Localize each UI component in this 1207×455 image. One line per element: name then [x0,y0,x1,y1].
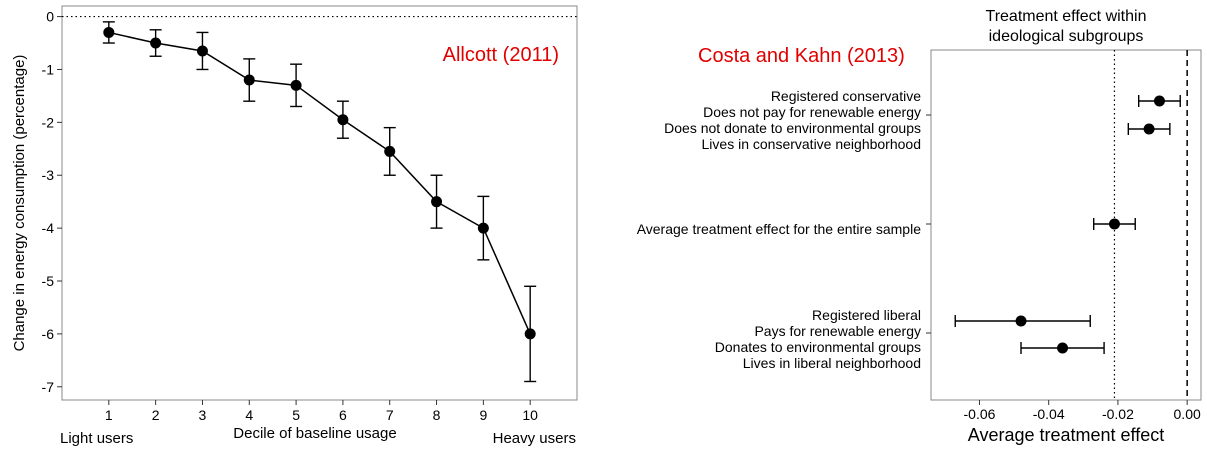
left-x-tick-label: 4 [245,407,253,423]
left-data-point [384,145,396,157]
right-data-point [1057,342,1069,354]
left-data-point [524,328,536,340]
left-data-point [196,45,208,57]
left-x-tick-label: 6 [339,407,347,423]
right-data-point [1108,218,1120,230]
costa-kahn-annotation: Costa and Kahn (2013) [698,45,905,67]
right-data-point [1015,315,1027,327]
right-x-axis-title: Average treatment effect [968,425,1164,445]
group-label: Lives in conservative neighborhood [702,136,921,152]
left-x-tick-label: 5 [292,407,300,423]
group-label: Does not donate to environmental groups [664,120,921,136]
left-data-point [431,196,443,208]
left-data-point [290,79,302,91]
left-y-tick-label: 0 [46,9,54,25]
costa-kahn-chart: Treatment effect within ideological subg… [637,8,1202,445]
left-x-tick-label: 10 [522,407,538,423]
right-x-tick-label: -0.06 [964,406,996,422]
left-x-tick-label: 8 [433,407,441,423]
allcott-chart: 0 -1 -2 -3 -4 -5 -6 -7 1 2 3 4 5 6 7 8 9 10 Allcott (201… [11,5,578,447]
left-y-tick-label: -7 [42,379,55,395]
left-y-tick-label: -2 [42,114,55,130]
group-label: Lives in liberal neighborhood [743,355,921,371]
right-chart-title-line-1: Treatment effect within [986,8,1147,25]
right-x-tick-label: 0.00 [1174,406,1201,422]
left-x-axis: 1 2 3 4 5 6 7 8 9 10 [105,400,538,423]
left-data-point [150,37,162,49]
left-x-tick-label: 7 [386,407,394,423]
group-label: Donates to environmental groups [715,339,921,355]
left-y-tick-label: -5 [42,273,55,289]
left-y-tick-label: -3 [42,167,55,183]
right-x-tick-label: -0.04 [1033,406,1065,422]
left-y-axis: 0 -1 -2 -3 -4 -5 -6 -7 [42,9,62,395]
right-plot-frame [930,49,1202,401]
left-x-tick-label: 1 [105,407,113,423]
right-x-axis: -0.06 -0.04 -0.02 0.00 [964,400,1201,422]
heavy-users-note: Heavy users [493,430,576,447]
group-label: Pays for renewable energy [754,323,921,339]
left-y-axis-title: Change in energy consumption (percentage… [11,55,28,352]
right-chart-title-line-2: ideological subgroups [989,28,1144,45]
right-group: Average treatment effect for the entire … [637,218,1136,237]
left-x-tick-label: 3 [199,407,207,423]
left-series-line [108,31,531,335]
group-label: Registered liberal [812,307,921,323]
right-data-point [1153,95,1165,107]
right-x-tick-label: -0.02 [1102,406,1134,422]
left-data-point [477,222,489,234]
left-y-tick-label: -4 [42,220,55,236]
allcott-annotation: Allcott (2011) [443,44,559,66]
left-y-tick-label: -6 [42,326,55,342]
group-label: Registered conservative [771,88,921,104]
group-label: Average treatment effect for the entire … [637,221,922,237]
right-data-point [1143,123,1155,135]
left-data-point [103,26,115,38]
group-label: Does not pay for renewable energy [703,104,921,120]
left-data-point [243,74,255,86]
left-y-tick-label: -1 [42,61,55,77]
left-x-tick-label: 9 [479,407,487,423]
left-plot-frame [61,5,578,401]
left-x-axis-title: Decile of baseline usage [233,425,396,442]
left-data-point [337,114,349,126]
left-x-tick-label: 2 [152,407,160,423]
left-data-points [103,26,536,340]
left-error-bars [102,21,537,383]
light-users-note: Light users [60,430,133,447]
